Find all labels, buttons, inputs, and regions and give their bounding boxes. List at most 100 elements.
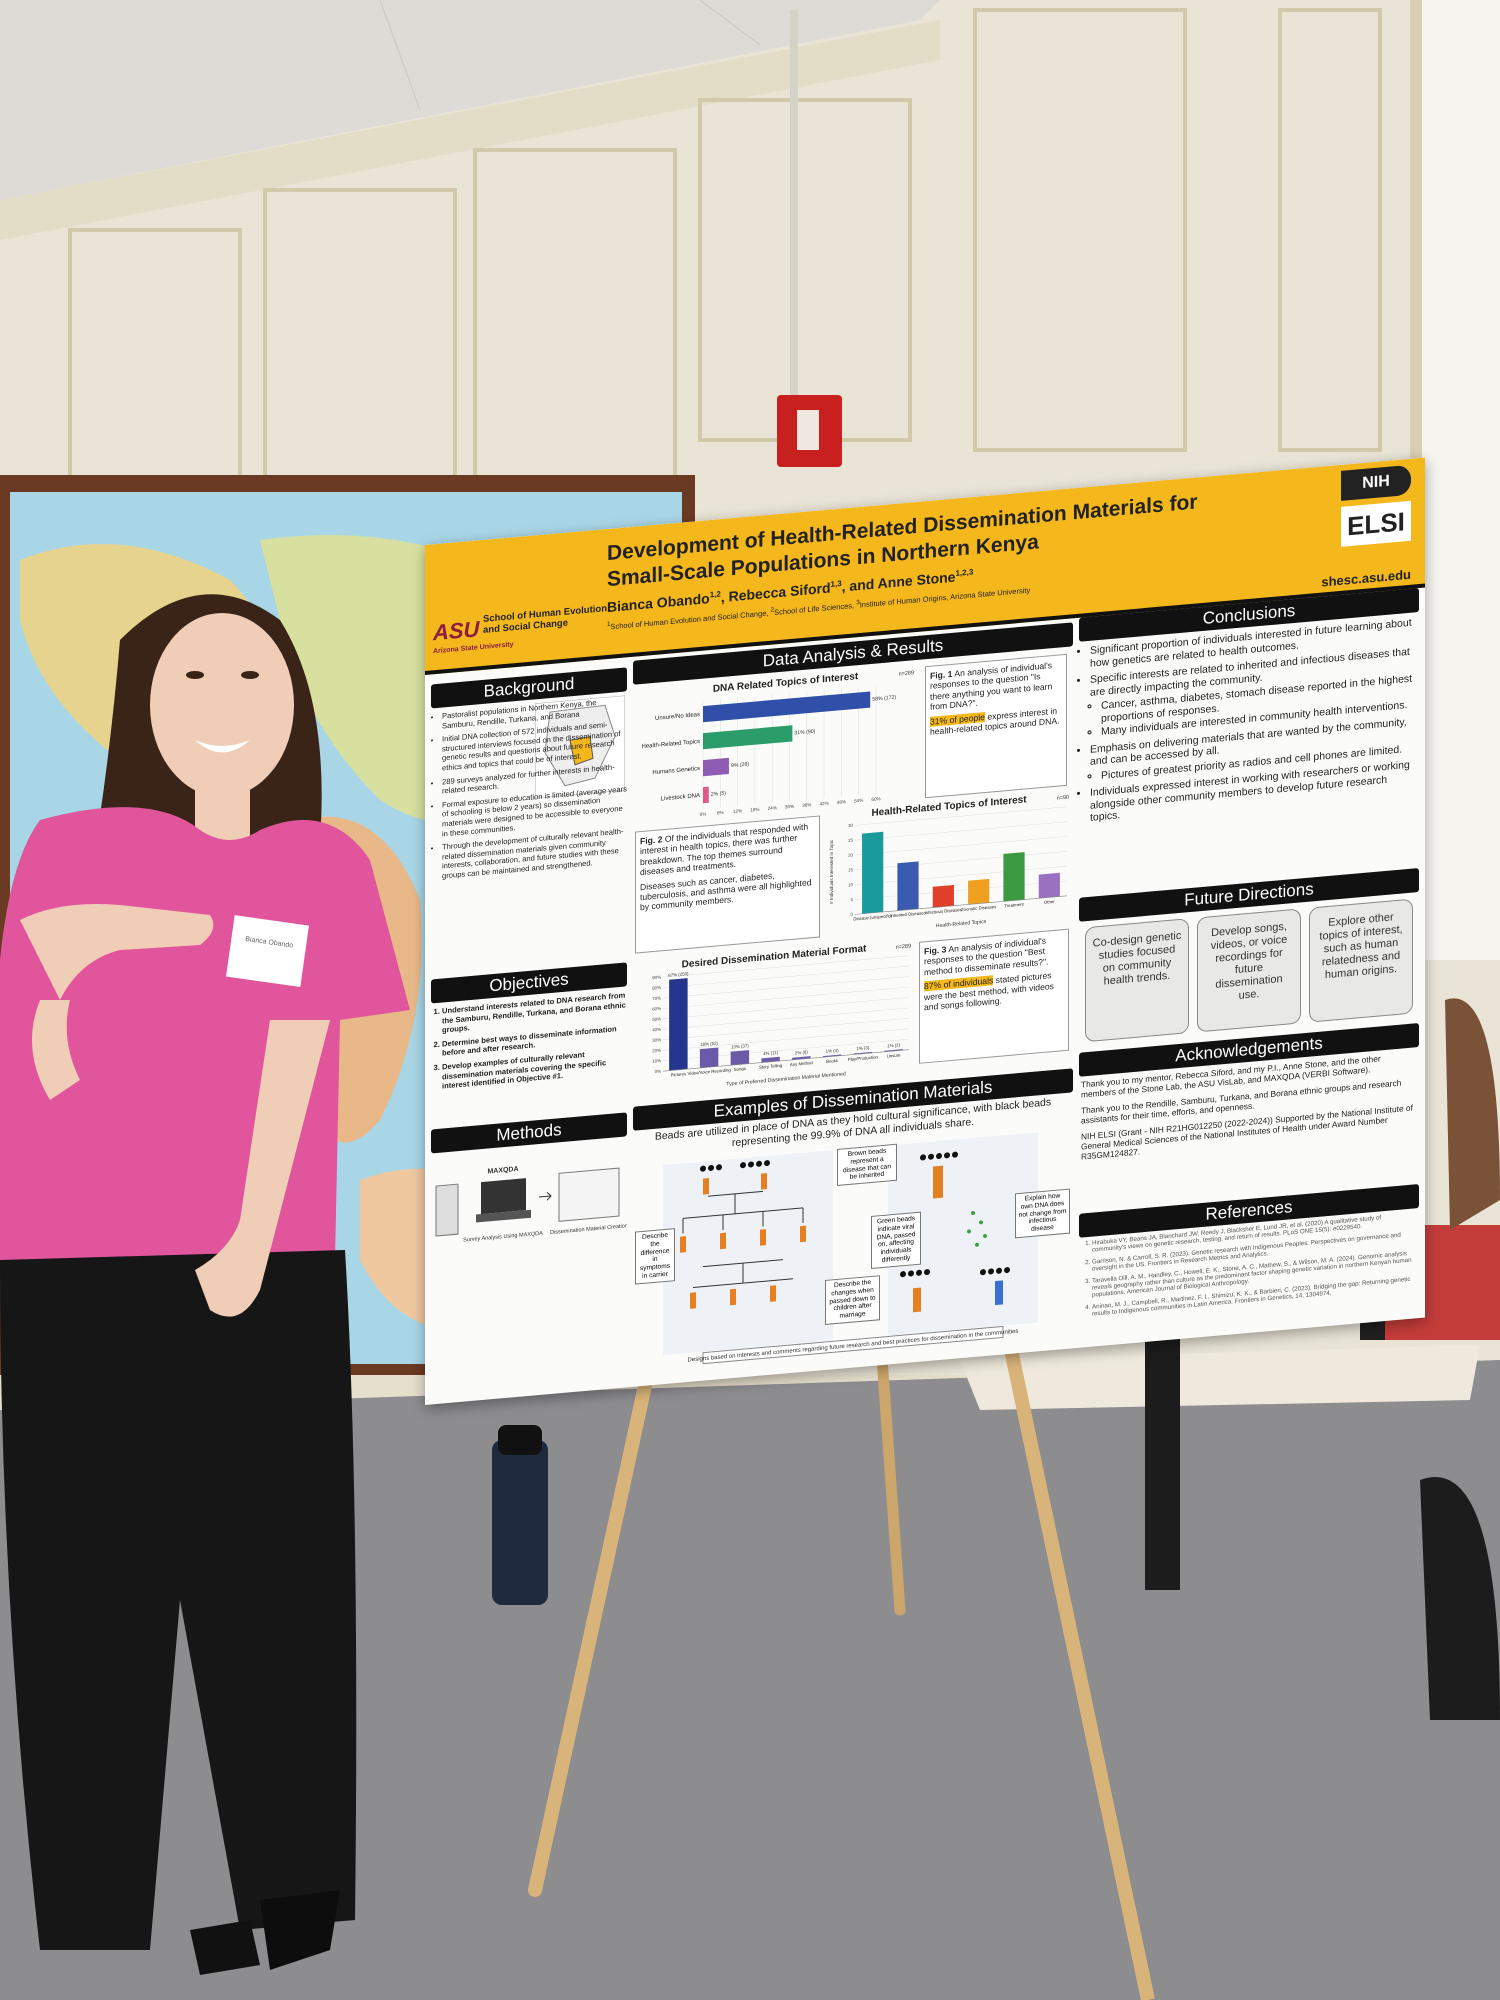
bag — [1420, 1477, 1500, 1720]
nih-logo: NIH — [1341, 464, 1411, 501]
x-tick-label: 18% — [750, 807, 759, 813]
y-tick-label: 10% — [652, 1058, 661, 1064]
fig2-chart: Health-Related Topics of Interest n=90051… — [829, 794, 1069, 929]
data-label: 2% (6) — [795, 1049, 808, 1055]
method-step: Survey Analysis Using MAXQDA — [463, 1231, 543, 1244]
bar — [703, 691, 871, 723]
shoe — [190, 1920, 260, 1975]
data-label: 4% (11) — [763, 1050, 779, 1056]
future-box: Develop songs, videos, or voice recordin… — [1197, 908, 1301, 1033]
fig2-caption: Fig. 2 Of the individuals that responded… — [635, 815, 820, 954]
fire-alarm-light — [797, 410, 819, 450]
y-tick-label: 80% — [652, 985, 661, 991]
grid-line — [855, 836, 1067, 856]
future-box: Explore other topics of interest, such a… — [1309, 898, 1413, 1023]
methods-figure: MAXQDA Survey Analysis Using MAXQDA Diss… — [435, 1166, 627, 1244]
x-axis-label: Health-Related Topics — [936, 919, 987, 929]
objectives-list: Understand interests related to DNA rese… — [431, 990, 627, 1092]
wall-panel — [973, 8, 1187, 452]
y-tick-label: 40% — [652, 1027, 661, 1033]
grid-line — [855, 821, 1067, 841]
wall-panel — [1278, 8, 1382, 452]
y-tick-label: 50% — [652, 1016, 661, 1022]
grid-line — [855, 880, 1067, 900]
fig3-chart: Desired Dissemination Material Format n=2… — [652, 943, 911, 1087]
computer — [481, 1178, 526, 1215]
radiator — [960, 1345, 1480, 1410]
x-tick-label: Songs — [734, 1066, 746, 1072]
chart-title: Desired Dissemination Material Format — [682, 943, 867, 970]
grid-line — [663, 1028, 909, 1051]
bar — [1038, 872, 1060, 899]
eye — [186, 671, 204, 679]
sample-size: n=289 — [896, 943, 911, 950]
logo-mark: ASU — [433, 616, 480, 646]
grid-line — [663, 986, 909, 1009]
data-label: 1% (2) — [887, 1042, 900, 1048]
y-tick-label: Health-Related Topics — [642, 739, 700, 750]
caption-text: An analysis of individual's responses to… — [924, 935, 1049, 978]
water-bottle — [492, 1440, 548, 1605]
data-label: 1% (4) — [826, 1048, 839, 1054]
affil-name: School of Life Sciences, — [774, 600, 857, 617]
arm — [195, 1020, 330, 1317]
bar — [968, 878, 990, 905]
grid-line — [663, 976, 909, 999]
x-tick-label: 12% — [733, 808, 742, 814]
grid-line — [663, 1018, 909, 1041]
software-label: MAXQDA — [487, 1166, 518, 1176]
bar — [703, 757, 729, 777]
x-tick-label: Zoonotic Diseases — [961, 904, 996, 912]
x-axis — [663, 1049, 909, 1072]
y-tick-label: 0 — [851, 912, 854, 917]
ceiling — [0, 0, 940, 200]
x-tick-label: 60% — [871, 796, 880, 802]
keyboard — [476, 1209, 531, 1223]
y-tick-label: 10 — [848, 882, 853, 887]
bar — [730, 1050, 750, 1066]
ceiling-seam — [379, 0, 421, 111]
easel-leg — [874, 1324, 906, 1616]
y-tick-label: 90% — [652, 975, 661, 981]
pedigree-panel — [663, 1150, 833, 1356]
bar — [699, 1047, 719, 1068]
data-label: 9% (28) — [731, 762, 749, 770]
y-tick-label: Livestock DNA — [661, 793, 700, 802]
data-label: 13% (37) — [731, 1043, 749, 1050]
data-label: 87% (250) — [668, 971, 689, 978]
x-tick-label: 30% — [785, 804, 794, 810]
x-tick-label: Unsure — [887, 1052, 901, 1058]
wrist — [32, 1000, 80, 1100]
author-name: , Rebecca Siford — [720, 579, 831, 606]
grid-line — [855, 851, 1067, 871]
chair — [1445, 998, 1500, 1230]
bar — [703, 725, 793, 750]
table-leg — [1145, 1330, 1180, 1590]
y-tick-label: 20 — [848, 852, 853, 857]
conclusions-text: Significant proportion of individuals in… — [1079, 616, 1419, 896]
callout: Describe the difference in symptoms in c… — [635, 1228, 675, 1285]
x-tick-label: 24% — [768, 805, 777, 811]
x-tick-label: Pictures — [671, 1071, 687, 1077]
poster: ASU School of Human Evolution and Social… — [425, 457, 1425, 1405]
fig1-caption: Fig. 1 An analysis of individual's respo… — [925, 653, 1067, 799]
survey-stack — [435, 1183, 459, 1237]
x-tick-label: Video/Voice Recording — [687, 1067, 731, 1076]
y-tick-label: Humans Genetics — [652, 766, 700, 776]
elsi-logo: ELSI — [1341, 500, 1411, 547]
sample-size: n=90 — [1057, 795, 1069, 802]
bottle-cap — [498, 1425, 542, 1455]
url: shesc.asu.edu — [1321, 566, 1411, 590]
y-tick-label: 60% — [652, 1006, 661, 1012]
y-tick-label: 5 — [851, 897, 854, 902]
x-tick-label: 54% — [854, 798, 863, 804]
arm — [20, 904, 214, 1000]
study-region — [569, 735, 594, 766]
y-axis-label: # Individuals Interested in Topic — [829, 839, 834, 904]
author-affil: 1,2 — [709, 589, 721, 600]
carpet — [0, 1360, 1500, 2000]
author-name: Bianca Obando — [607, 590, 710, 616]
pants — [0, 1250, 357, 1950]
grid-line — [663, 1007, 909, 1030]
